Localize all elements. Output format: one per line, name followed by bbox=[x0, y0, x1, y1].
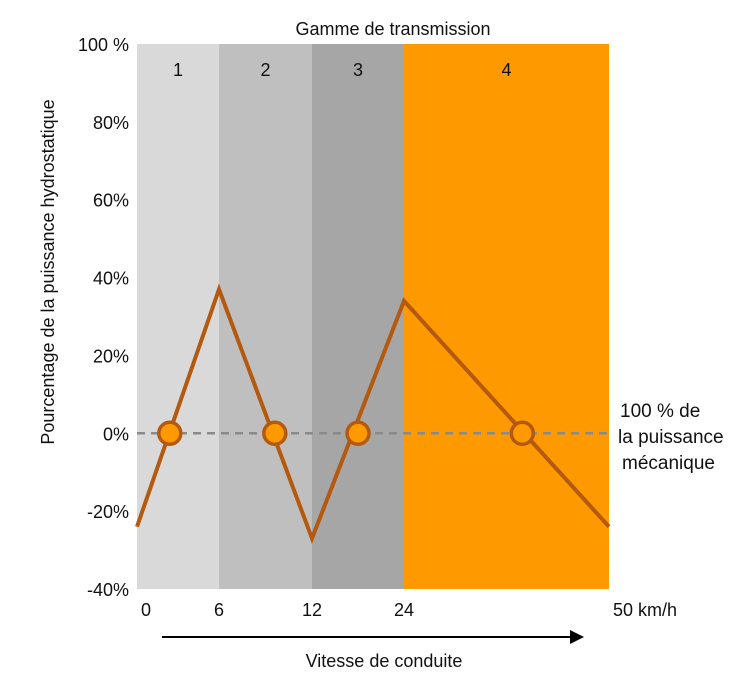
y-tick-label: 0% bbox=[103, 424, 129, 444]
range-label-1: 1 bbox=[173, 60, 183, 80]
zero-crossing-marker-2 bbox=[262, 420, 288, 447]
range-band-4 bbox=[404, 44, 609, 589]
series-layer bbox=[135, 283, 611, 545]
range-label-4: 4 bbox=[501, 60, 511, 80]
y-tick-label: 60% bbox=[93, 191, 129, 211]
x-axis-ticks: 0 6 12 24 50 km/h bbox=[141, 600, 677, 620]
x-tick-label: 24 bbox=[394, 600, 414, 620]
y-tick-label: -40% bbox=[87, 580, 129, 600]
x-tick-label: 6 bbox=[214, 600, 224, 620]
transmission-range-bands bbox=[137, 44, 609, 589]
y-tick-label: 100 % bbox=[78, 35, 129, 55]
reference-label-line-2: la puissance bbox=[618, 427, 724, 448]
reference-label-line-1: 100 % de bbox=[620, 401, 700, 422]
x-axis-arrow bbox=[162, 630, 584, 644]
x-tick-label: 12 bbox=[302, 600, 322, 620]
zero-crossing-marker-1 bbox=[157, 420, 183, 447]
y-tick-label: 80% bbox=[93, 113, 129, 133]
y-tick-label: -20% bbox=[87, 502, 129, 522]
x-tick-label: 50 km/h bbox=[613, 600, 677, 620]
range-band-1 bbox=[137, 44, 219, 589]
zero-crossing-markers bbox=[157, 420, 536, 447]
chart-title: Gamme de transmission bbox=[295, 19, 490, 39]
x-axis-label: Vitesse de conduite bbox=[306, 651, 463, 671]
y-tick-label: 40% bbox=[93, 269, 129, 289]
y-tick-label: 20% bbox=[93, 346, 129, 366]
x-tick-label: 0 bbox=[141, 600, 151, 620]
transmission-range-labels: 1 2 3 4 bbox=[173, 60, 512, 80]
reference-line-label: 100 % de la puissance mécanique bbox=[618, 401, 724, 474]
y-axis-ticks: 100 % 80% 60% 40% 20% 0% -20% -40% bbox=[78, 35, 129, 600]
range-label-2: 2 bbox=[260, 60, 270, 80]
series-line-0 bbox=[135, 283, 611, 545]
y-axis-label: Pourcentage de la puissance hydrostatiqu… bbox=[38, 99, 58, 444]
reference-label-line-3: mécanique bbox=[622, 453, 715, 474]
zero-crossing-marker-3 bbox=[345, 420, 371, 447]
range-band-2 bbox=[219, 44, 312, 589]
range-label-3: 3 bbox=[353, 60, 363, 80]
zero-crossing-marker-4 bbox=[509, 420, 536, 447]
